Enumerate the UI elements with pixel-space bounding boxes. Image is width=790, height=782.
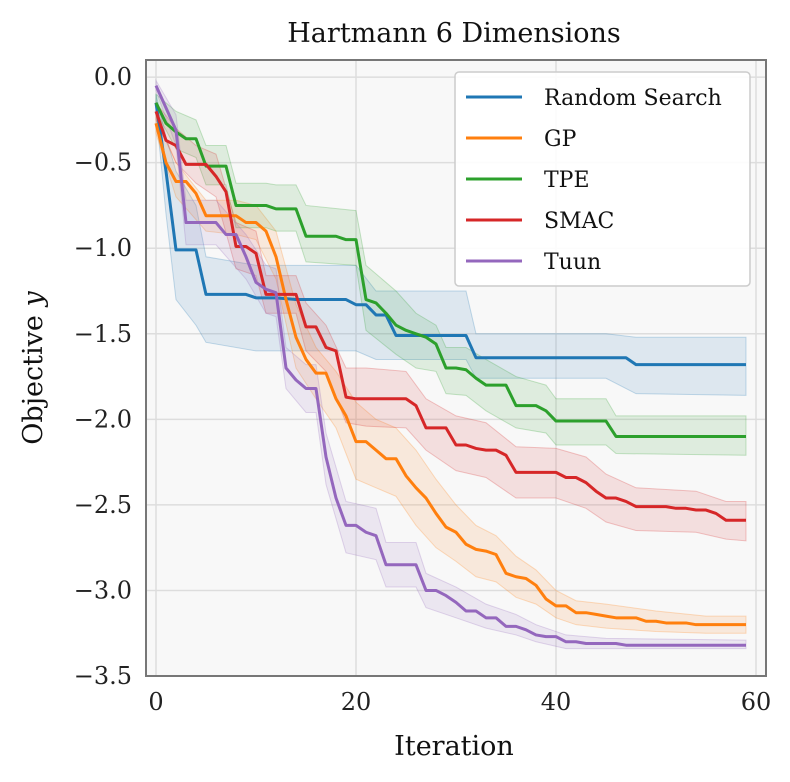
tpe-line	[154, 102, 746, 438]
legend-label-random-search: Random Search	[544, 86, 722, 111]
smac-line	[154, 110, 746, 522]
y-tick-label: 0.0	[94, 63, 132, 91]
y-tick-label: −3.0	[74, 576, 132, 604]
x-tick-label: 0	[148, 688, 163, 716]
legend-box	[454, 71, 751, 287]
legend-label-tpe: TPE	[544, 168, 590, 193]
random-search-line	[154, 102, 746, 367]
legend-label-gp: GP	[544, 127, 577, 152]
x-tick-label: 40	[541, 688, 572, 716]
plot-frame	[145, 59, 767, 677]
x-tick-label: 60	[741, 688, 772, 716]
y-axis-label-text: Objective	[18, 307, 49, 445]
y-tick-label: −2.0	[74, 405, 132, 433]
gp-line	[154, 122, 746, 627]
legend: Random Search GP TPE SMAC Tuun	[454, 71, 751, 287]
x-tick-labels: 0 20 40 60	[148, 688, 771, 716]
y-axis-label: Objective y	[18, 291, 49, 445]
x-tick-label: 20	[341, 688, 372, 716]
y-tick-label: −2.5	[74, 491, 132, 519]
y-axis-label-var: y	[18, 291, 49, 308]
legend-label-smac: SMAC	[544, 209, 614, 234]
legend-label-tuun: Tuun	[544, 250, 601, 275]
tuun-line	[154, 85, 746, 647]
smac-band	[155, 101, 747, 542]
tpe-band	[155, 93, 747, 456]
tuun-band	[155, 78, 747, 650]
chart-title: Hartmann 6 Dimensions	[287, 18, 620, 49]
x-axis-label: Iteration	[394, 731, 514, 762]
y-tick-label: −0.5	[74, 149, 132, 177]
series-lines	[154, 85, 746, 647]
legend-items: Random Search GP TPE SMAC Tuun	[466, 86, 722, 275]
y-tick-label: −1.0	[74, 234, 132, 262]
y-tick-label: −1.5	[74, 320, 132, 348]
y-tick-label: −3.5	[74, 662, 132, 690]
y-tick-labels: 0.0 −0.5 −1.0 −1.5 −2.0 −2.5 −3.0 −3.5	[74, 63, 132, 690]
